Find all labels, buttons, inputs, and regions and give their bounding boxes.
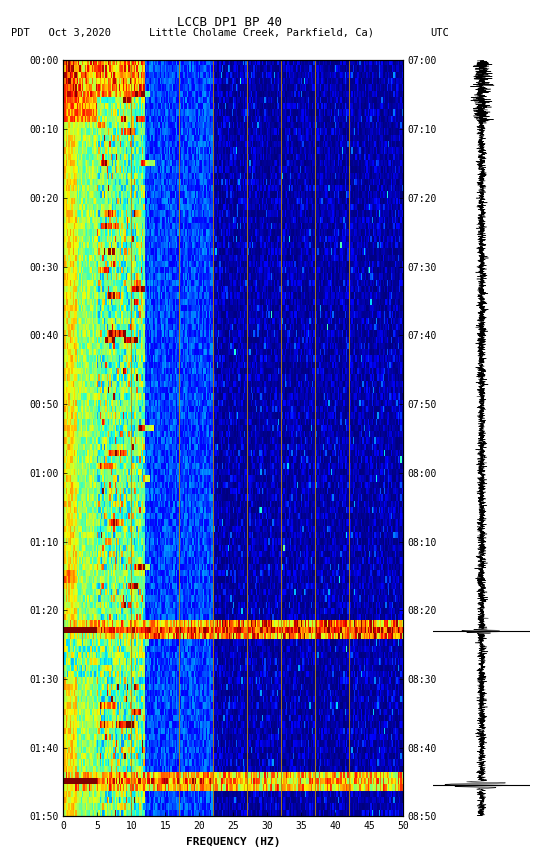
Text: LCCB DP1 BP 40: LCCB DP1 BP 40 bbox=[177, 16, 282, 29]
Text: PDT   Oct 3,2020: PDT Oct 3,2020 bbox=[11, 28, 111, 38]
X-axis label: FREQUENCY (HZ): FREQUENCY (HZ) bbox=[186, 837, 280, 847]
Text: Little Cholame Creek, Parkfield, Ca): Little Cholame Creek, Parkfield, Ca) bbox=[149, 28, 374, 38]
Text: UTC: UTC bbox=[431, 28, 449, 38]
